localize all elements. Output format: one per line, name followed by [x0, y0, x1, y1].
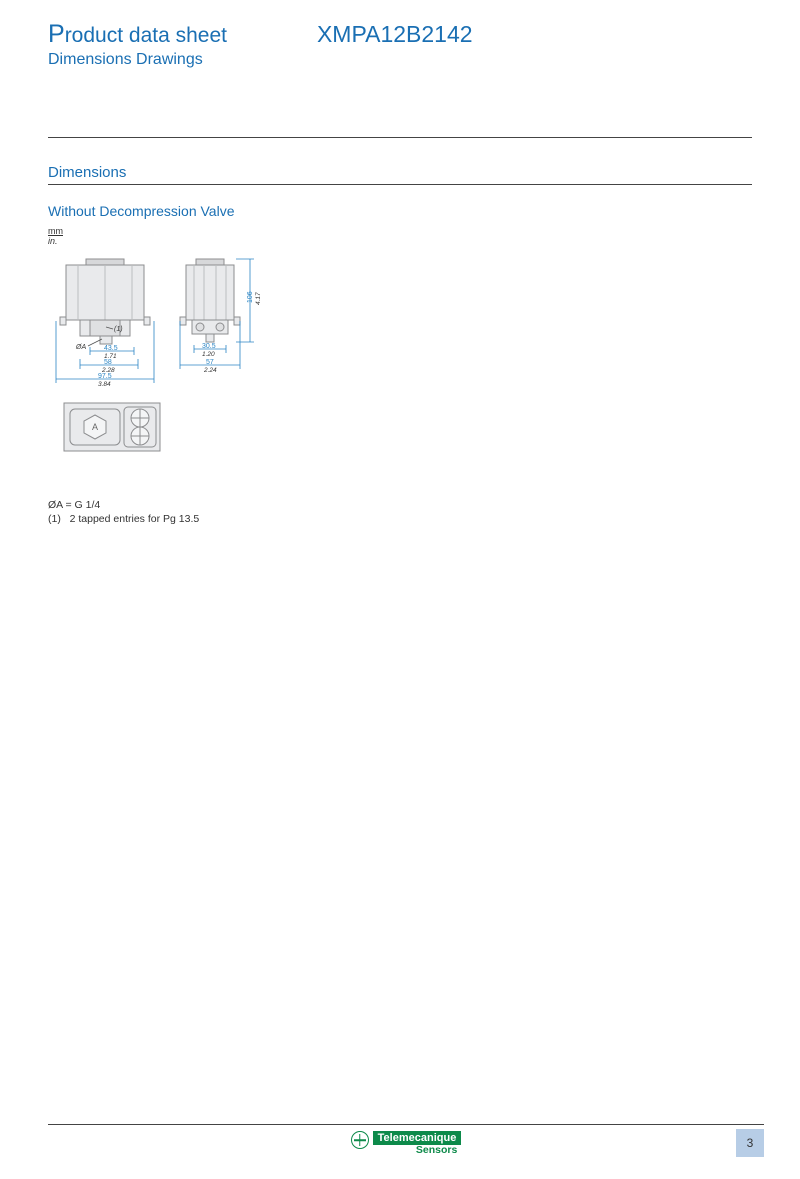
page-footer: Telemecanique Sensors 3: [48, 1124, 764, 1157]
page-subtitle: Dimensions Drawings: [48, 51, 227, 69]
units-label: mm in.: [48, 227, 752, 247]
dim-front-3-mm: 97.5: [98, 373, 112, 380]
dimension-drawings: ØA (1) 43.5 1.71 58: [48, 253, 752, 488]
oa-label: ØA: [75, 344, 86, 351]
note-line-2-index: (1): [48, 513, 61, 525]
footer-divider: [48, 1124, 764, 1125]
section-heading-wrap: Dimensions: [48, 164, 752, 185]
units-in: in.: [48, 236, 58, 246]
dim-side-2-in: 2.24: [203, 367, 217, 374]
brand-logo: Telemecanique Sensors: [351, 1131, 462, 1157]
logo-icon: [351, 1131, 369, 1149]
dim-side-h-mm: 106: [247, 291, 254, 303]
page-title: Product data sheet: [48, 20, 227, 49]
note-line-1: ØA = G 1/4: [48, 498, 752, 513]
bottom-hex-label: A: [92, 422, 98, 432]
title-first-letter: P: [48, 20, 65, 48]
dim-side-2-mm: 57: [206, 359, 214, 366]
dim-front-2-mm: 58: [104, 359, 112, 366]
product-code: XMPA12B2142: [317, 21, 473, 48]
dim-side-1-in: 1.20: [202, 351, 215, 358]
title-rest: roduct data sheet: [65, 24, 227, 47]
section-heading: Dimensions: [48, 164, 752, 181]
note-line-2-text: 2 tapped entries for Pg 13.5: [70, 513, 200, 525]
divider-top: [48, 137, 752, 138]
drawing-notes: ØA = G 1/4 (1) 2 tapped entries for Pg 1…: [48, 498, 752, 527]
dim-front-1-mm: 43.5: [104, 345, 118, 352]
dim-front-3-in: 3.84: [98, 381, 111, 388]
sub-heading: Without Decompression Valve: [48, 203, 752, 219]
ref1-label: (1): [114, 326, 123, 333]
page-number: 3: [736, 1129, 764, 1157]
brand-subname: Sensors: [373, 1145, 462, 1157]
units-mm: mm: [48, 226, 63, 236]
dim-side-1-mm: 30.5: [202, 343, 216, 350]
dim-side-h-in: 4.17: [255, 292, 262, 305]
brand-name: Telemecanique: [373, 1131, 462, 1145]
